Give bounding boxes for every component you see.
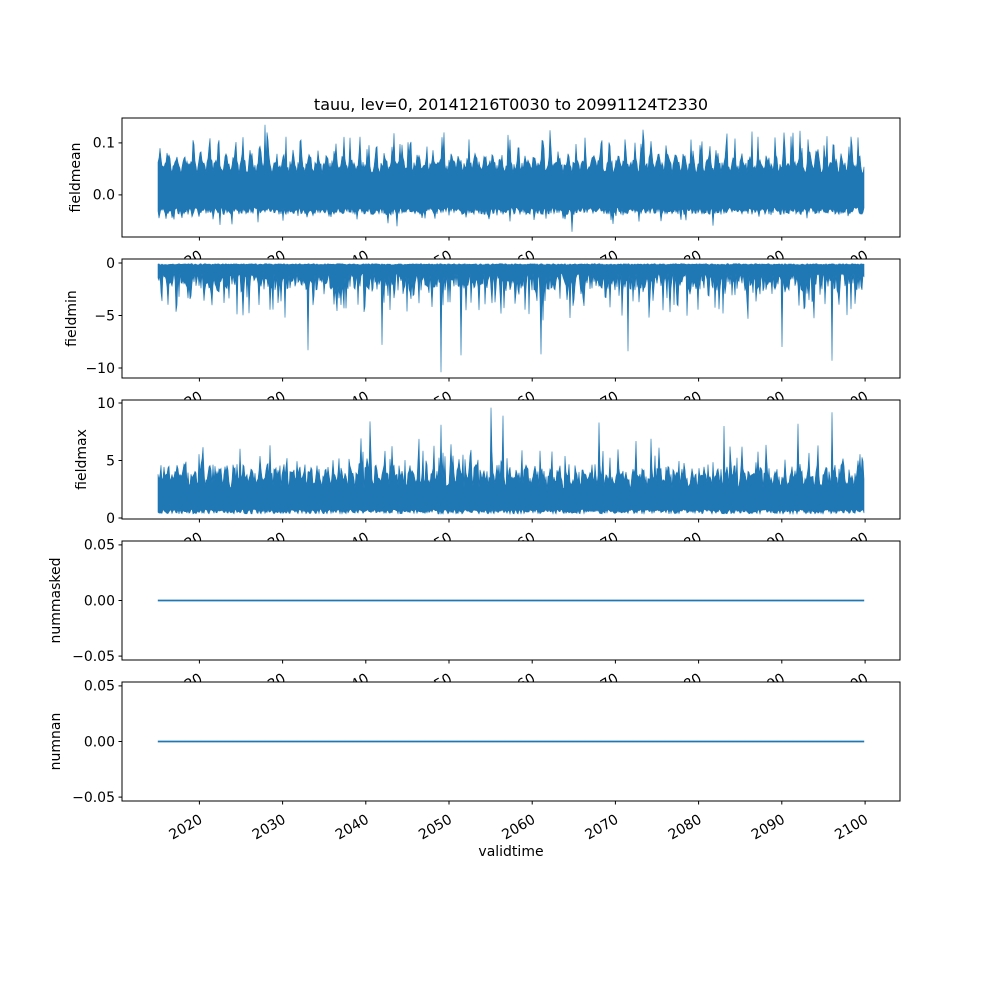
xtick-label: 2040 <box>333 812 372 844</box>
ylabel-fieldmin: fieldmin <box>64 290 80 347</box>
xtick-label: 2030 <box>250 812 289 844</box>
ylabel-fieldmax: fieldmax <box>74 429 90 490</box>
xtick-label: 2070 <box>583 812 622 844</box>
xtick-label: 2020 <box>167 812 206 844</box>
ytick-label: 0.00 <box>84 593 115 609</box>
ytick-label: −10 <box>85 361 115 377</box>
series-fieldmean <box>157 124 865 232</box>
ytick-label: 0.00 <box>84 734 115 750</box>
ytick-label: −5 <box>94 308 115 324</box>
xtick-label: 2080 <box>666 812 705 844</box>
panel-fieldmin-frame <box>121 258 901 379</box>
ytick-label: −0.05 <box>72 649 115 665</box>
ytick-label: 5 <box>106 453 115 469</box>
ytick-label: 0 <box>106 511 115 527</box>
xaxis-label: validtime <box>478 844 543 860</box>
xtick-label: 2060 <box>499 812 538 844</box>
series-fieldmin <box>157 263 865 373</box>
xtick-label: 2050 <box>416 812 455 844</box>
ylabel-fieldmean: fieldmean <box>68 143 84 213</box>
ytick-label: 0.05 <box>84 679 115 695</box>
panel-fieldmax-frame <box>121 399 901 520</box>
xtick-label: 2090 <box>749 812 788 844</box>
xtick-label: 2100 <box>832 812 871 844</box>
ytick-label: 0.05 <box>84 538 115 554</box>
ytick-label: 0.1 <box>93 136 115 152</box>
ytick-label: −0.05 <box>72 790 115 806</box>
chart-title: tauu, lev=0, 20141216T0030 to 20991124T2… <box>314 95 708 114</box>
ytick-label: 0.0 <box>93 188 115 204</box>
ylabel-numnan: numnan <box>48 713 64 771</box>
series-fieldmax <box>157 407 865 516</box>
ytick-label: 0 <box>106 256 115 272</box>
ylabel-nummasked: nummasked <box>48 557 64 643</box>
panel-fieldmean-frame <box>121 117 901 238</box>
ytick-label: 10 <box>97 396 115 412</box>
